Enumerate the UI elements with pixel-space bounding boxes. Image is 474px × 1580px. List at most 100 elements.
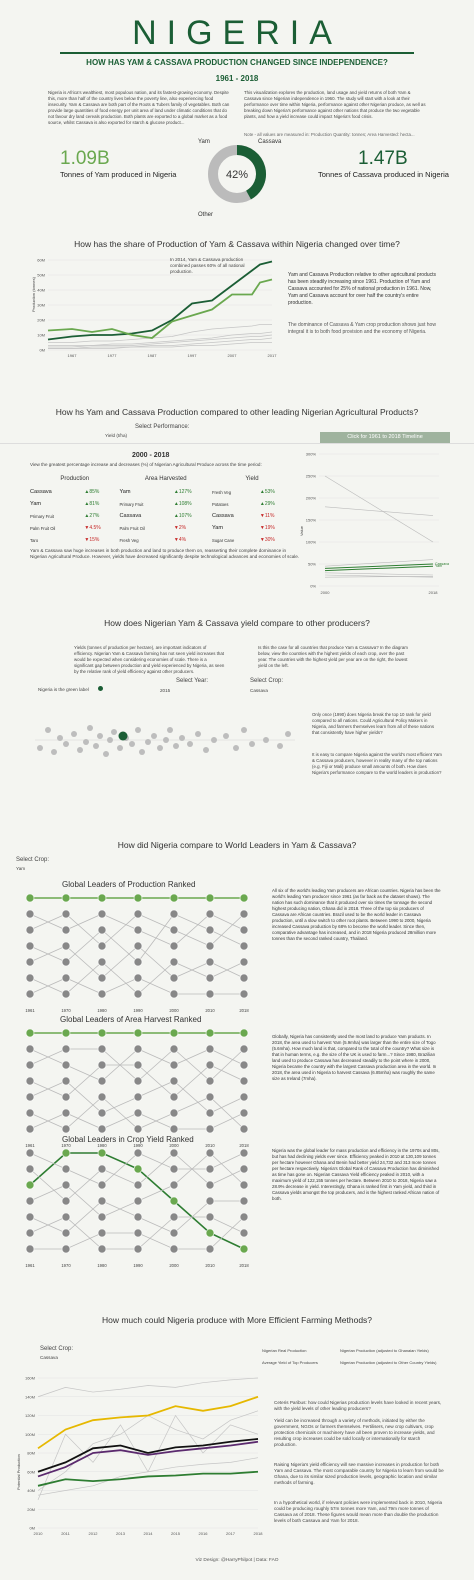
country-rank-dot[interactable] <box>169 1228 179 1238</box>
nigeria-rank-dot[interactable] <box>97 1148 107 1158</box>
country-dot[interactable] <box>187 741 193 747</box>
country-rank-dot[interactable] <box>205 909 215 919</box>
country-rank-dot[interactable] <box>97 909 107 919</box>
country-dot[interactable] <box>157 745 163 751</box>
country-rank-dot[interactable] <box>25 1076 35 1086</box>
country-rank-dot[interactable] <box>169 973 179 983</box>
country-dot[interactable] <box>57 735 63 741</box>
country-rank-dot[interactable] <box>239 1076 249 1086</box>
country-rank-dot[interactable] <box>133 1076 143 1086</box>
country-rank-dot[interactable] <box>205 1212 215 1222</box>
country-rank-dot[interactable] <box>97 973 107 983</box>
country-rank-dot[interactable] <box>133 989 143 999</box>
country-rank-dot[interactable] <box>61 1228 71 1238</box>
country-dot[interactable] <box>111 729 117 735</box>
country-rank-dot[interactable] <box>97 957 107 967</box>
country-rank-dot[interactable] <box>97 1044 107 1054</box>
country-rank-dot[interactable] <box>97 1180 107 1190</box>
country-dot[interactable] <box>77 747 83 753</box>
country-rank-dot[interactable] <box>133 1180 143 1190</box>
country-rank-dot[interactable] <box>97 1164 107 1174</box>
nigeria-rank-dot[interactable] <box>169 893 179 903</box>
country-rank-dot[interactable] <box>239 989 249 999</box>
nigeria-dot[interactable] <box>118 731 128 741</box>
country-rank-dot[interactable] <box>239 1180 249 1190</box>
country-rank-dot[interactable] <box>133 1092 143 1102</box>
country-dot[interactable] <box>51 749 57 755</box>
country-rank-dot[interactable] <box>169 1108 179 1118</box>
country-rank-dot[interactable] <box>97 941 107 951</box>
country-dot[interactable] <box>71 731 77 737</box>
country-dot[interactable] <box>103 751 109 757</box>
country-rank-dot[interactable] <box>169 909 179 919</box>
country-dot[interactable] <box>151 733 157 739</box>
country-rank-dot[interactable] <box>61 1212 71 1222</box>
country-rank-dot[interactable] <box>133 1060 143 1070</box>
nigeria-rank-dot[interactable] <box>239 893 249 903</box>
country-rank-dot[interactable] <box>169 1148 179 1158</box>
country-dot[interactable] <box>179 735 185 741</box>
country-rank-dot[interactable] <box>169 1180 179 1190</box>
nigeria-rank-dot[interactable] <box>97 1028 107 1038</box>
country-dot[interactable] <box>97 733 103 739</box>
country-rank-dot[interactable] <box>133 957 143 967</box>
country-rank-dot[interactable] <box>25 925 35 935</box>
country-dot[interactable] <box>263 737 269 743</box>
country-rank-dot[interactable] <box>239 1212 249 1222</box>
country-rank-dot[interactable] <box>205 941 215 951</box>
country-rank-dot[interactable] <box>133 925 143 935</box>
country-rank-dot[interactable] <box>205 1124 215 1134</box>
country-dot[interactable] <box>107 737 113 743</box>
country-dot[interactable] <box>233 745 239 751</box>
country-dot[interactable] <box>285 731 291 737</box>
country-rank-dot[interactable] <box>25 1092 35 1102</box>
country-dot[interactable] <box>145 739 151 745</box>
country-rank-dot[interactable] <box>133 1212 143 1222</box>
country-rank-dot[interactable] <box>169 1060 179 1070</box>
country-rank-dot[interactable] <box>25 973 35 983</box>
country-rank-dot[interactable] <box>61 941 71 951</box>
country-rank-dot[interactable] <box>97 1244 107 1254</box>
nigeria-rank-dot[interactable] <box>97 893 107 903</box>
country-rank-dot[interactable] <box>25 1212 35 1222</box>
nigeria-rank-dot[interactable] <box>61 1148 71 1158</box>
country-rank-dot[interactable] <box>25 1124 35 1134</box>
country-dot[interactable] <box>163 737 169 743</box>
country-rank-dot[interactable] <box>239 1060 249 1070</box>
country-rank-dot[interactable] <box>25 1228 35 1238</box>
country-dot[interactable] <box>139 749 145 755</box>
country-rank-dot[interactable] <box>61 1060 71 1070</box>
country-rank-dot[interactable] <box>239 957 249 967</box>
country-rank-dot[interactable] <box>169 1244 179 1254</box>
country-rank-dot[interactable] <box>97 989 107 999</box>
country-dot[interactable] <box>211 737 217 743</box>
country-rank-dot[interactable] <box>61 909 71 919</box>
country-rank-dot[interactable] <box>169 989 179 999</box>
country-dot[interactable] <box>83 739 89 745</box>
country-rank-dot[interactable] <box>205 989 215 999</box>
crop-dropdown-s3[interactable]: Cassava <box>250 688 268 693</box>
country-rank-dot[interactable] <box>205 1092 215 1102</box>
country-rank-dot[interactable] <box>97 1196 107 1206</box>
country-dot[interactable] <box>173 743 179 749</box>
country-rank-dot[interactable] <box>97 1076 107 1086</box>
country-dot[interactable] <box>63 741 69 747</box>
country-rank-dot[interactable] <box>61 1244 71 1254</box>
performance-dropdown[interactable]: Yield (t/ha) <box>105 433 128 438</box>
country-rank-dot[interactable] <box>239 1092 249 1102</box>
country-rank-dot[interactable] <box>61 989 71 999</box>
nigeria-rank-dot[interactable] <box>239 1028 249 1038</box>
country-dot[interactable] <box>129 741 135 747</box>
country-rank-dot[interactable] <box>25 1060 35 1070</box>
country-dot[interactable] <box>203 747 209 753</box>
country-dot[interactable] <box>195 731 201 737</box>
country-rank-dot[interactable] <box>25 909 35 919</box>
country-rank-dot[interactable] <box>205 1244 215 1254</box>
country-rank-dot[interactable] <box>25 1196 35 1206</box>
nigeria-rank-dot[interactable] <box>205 893 215 903</box>
country-rank-dot[interactable] <box>239 1044 249 1054</box>
country-dot[interactable] <box>45 727 51 733</box>
country-rank-dot[interactable] <box>133 1044 143 1054</box>
country-rank-dot[interactable] <box>133 1244 143 1254</box>
country-rank-dot[interactable] <box>205 1164 215 1174</box>
